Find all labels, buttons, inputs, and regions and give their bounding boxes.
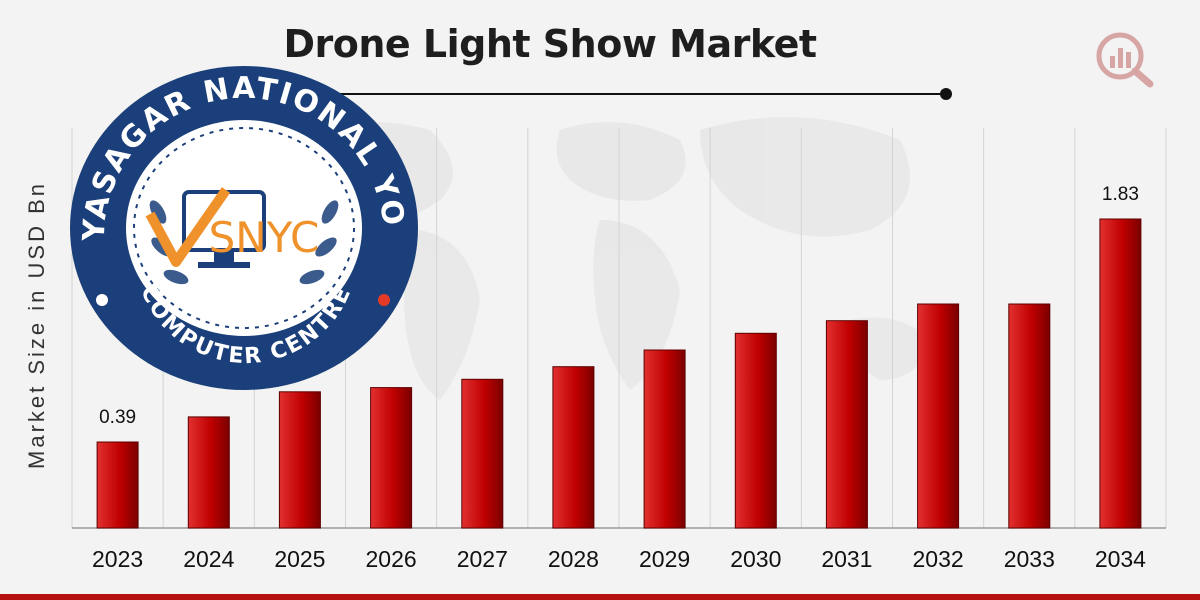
x-tick-2031: 2031 [821, 546, 872, 572]
x-tick-2028: 2028 [548, 546, 599, 572]
bar-2031 [825, 320, 868, 529]
bar-2029 [643, 349, 686, 529]
x-tick-2030: 2030 [730, 546, 781, 572]
bar-2025 [278, 391, 321, 529]
bar-2023 [96, 441, 139, 529]
bar-2026 [370, 387, 413, 529]
x-tick-2029: 2029 [639, 546, 690, 572]
x-tick-2024: 2024 [183, 546, 234, 572]
data-label-2034: 1.83 [1102, 184, 1139, 205]
x-tick-2023: 2023 [92, 546, 143, 572]
x-tick-2034: 2034 [1095, 546, 1146, 572]
data-label-2023: 0.39 [99, 407, 136, 428]
bar-2033 [1008, 303, 1051, 529]
laurel-wreath-seal: VIDYASAGAR NATIONAL YOUTH COMPUTER CENTR… [66, 62, 418, 390]
bar-2024 [187, 416, 230, 529]
x-tick-2033: 2033 [1004, 546, 1055, 572]
bar-2027 [461, 378, 504, 529]
bar-2030 [734, 332, 777, 529]
x-tick-2025: 2025 [274, 546, 325, 572]
magnifier-bar-chart-icon [1096, 32, 1154, 88]
bottom-band [0, 594, 1200, 600]
x-tick-labels: 2023 2024 2025 2026 2027 2028 2029 2030 2031 2032… [92, 546, 1146, 572]
seal-logo-text: SNYC [209, 213, 320, 262]
chart-title: Drone Light Show Market [283, 22, 817, 66]
title-underline-end-dot [940, 88, 952, 100]
bar-2032 [917, 303, 960, 529]
y-axis-label: Market Size in USD Bn [24, 181, 49, 469]
bar-2028 [552, 366, 595, 529]
x-tick-2032: 2032 [913, 546, 964, 572]
x-tick-2026: 2026 [366, 546, 417, 572]
bar-2034 [1099, 218, 1142, 529]
bars [96, 218, 1142, 529]
x-tick-2027: 2027 [457, 546, 508, 572]
